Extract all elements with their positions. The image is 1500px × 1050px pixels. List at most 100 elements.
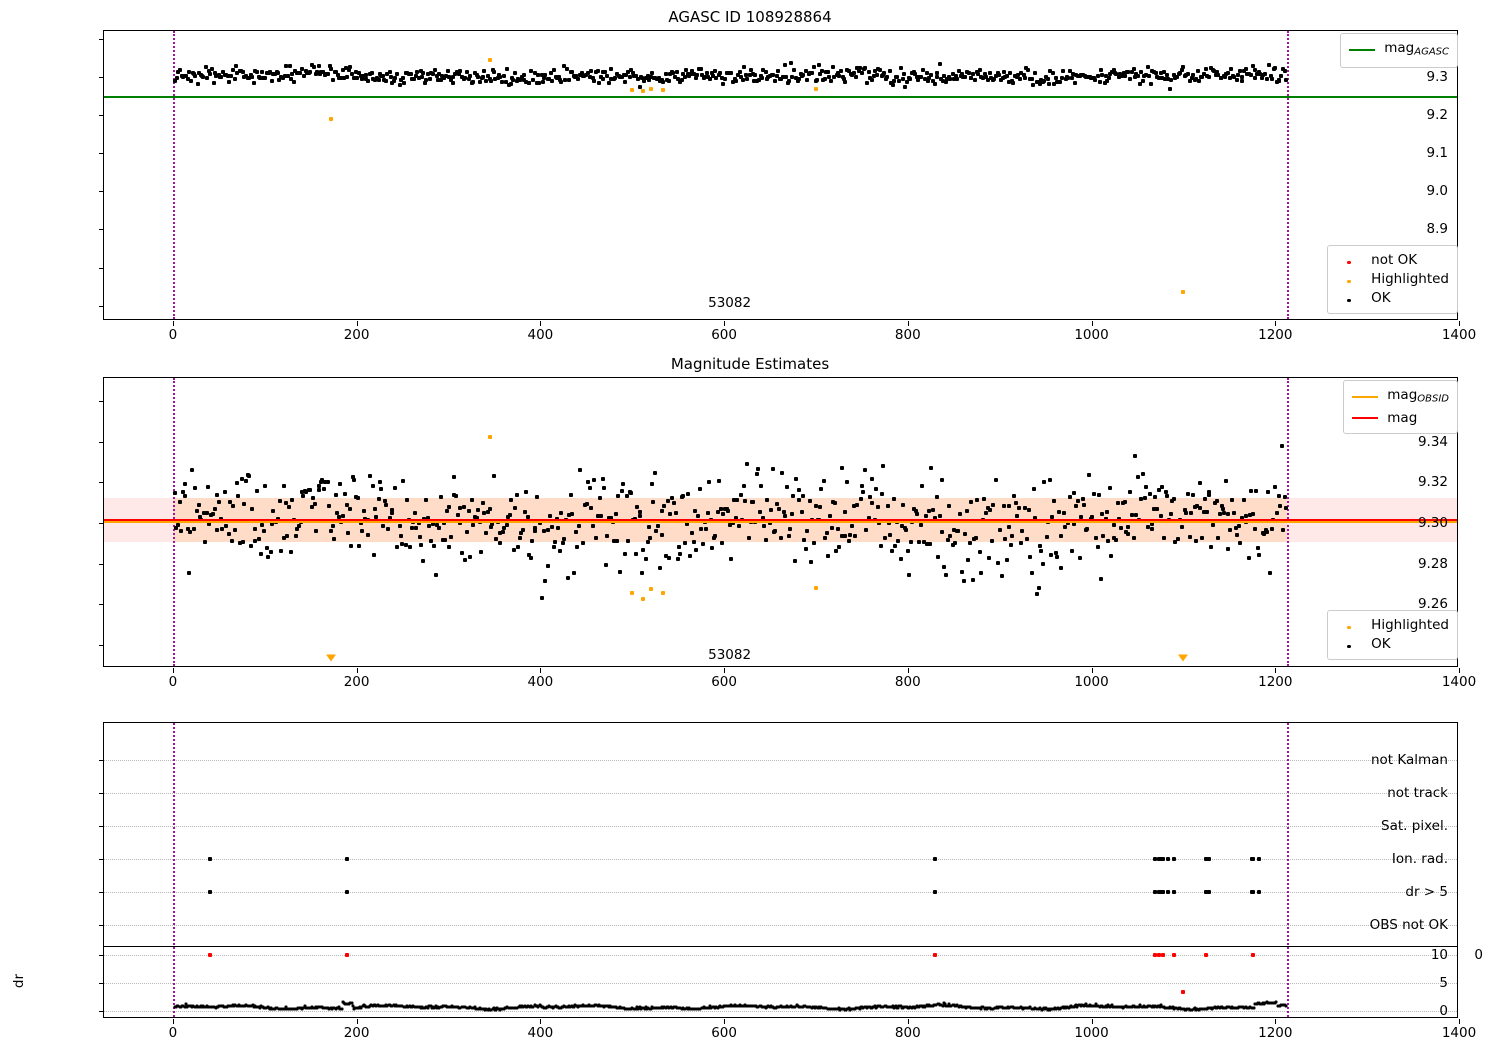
data-point-ok (958, 74, 963, 79)
category-tick-mark (99, 892, 104, 893)
y-tick-label: 9.1 (1426, 145, 1448, 162)
panel2-legend-lines[interactable]: magOBSID mag (1343, 380, 1458, 434)
data-point-ok (201, 510, 206, 515)
data-point-ok (727, 523, 732, 527)
data-point-ok (408, 71, 413, 76)
data-point-ok (898, 556, 903, 561)
category-tick-mark (99, 793, 104, 794)
data-point-ok (1009, 79, 1014, 84)
dr-trace-point (941, 1004, 945, 1008)
data-point-ok (401, 478, 406, 483)
x-tick-label: 0 (168, 1025, 178, 1041)
data-point-ok (401, 81, 406, 86)
data-point-ok (343, 492, 348, 497)
data-point-ok (175, 70, 180, 75)
panel2-legend-markers[interactable]: Highlighted OK (1327, 610, 1458, 660)
panel1-legend-lines[interactable]: magAGASC (1340, 33, 1458, 68)
data-point-ok (431, 71, 436, 76)
data-point-ok (966, 71, 971, 76)
data-point-ok (616, 493, 621, 498)
data-point-ok (864, 80, 869, 85)
data-point-ok (921, 68, 926, 73)
data-point-ok (1133, 453, 1137, 458)
data-point-ok (429, 539, 434, 544)
dr-trace-point (1138, 1003, 1142, 1007)
data-point-ok (1048, 553, 1053, 557)
data-point-ok (620, 481, 625, 486)
legend-label: magOBSID (1387, 387, 1449, 405)
data-point-ok (668, 511, 673, 516)
data-point-ok (1145, 65, 1150, 70)
data-point-ok (553, 540, 557, 544)
legend-entry: magAGASC (1349, 39, 1449, 62)
data-point-ok (934, 495, 939, 500)
data-point-ok (818, 505, 822, 509)
data-point-ok (1165, 72, 1170, 77)
data-point-ok (220, 526, 225, 531)
data-point-ok (686, 492, 691, 497)
data-point-ok (275, 71, 280, 76)
data-point-ok (314, 69, 319, 74)
legend-label: magAGASC (1384, 40, 1449, 58)
data-point-ok (1227, 76, 1232, 80)
data-point-ok (285, 74, 290, 79)
panel1-legend-markers[interactable]: not OK Highlighted OK (1327, 245, 1458, 314)
data-point-ok (355, 76, 360, 80)
data-point-ok (191, 71, 196, 76)
data-point-ok (847, 69, 852, 74)
data-point-ok (368, 473, 373, 478)
data-point-ok (320, 478, 325, 483)
data-point-ok (984, 74, 989, 79)
x-tick-label: 800 (894, 674, 921, 690)
data-point-ok (923, 514, 928, 519)
dr-trace-point (1093, 1004, 1097, 1008)
dr-trace-point (1075, 1005, 1079, 1009)
data-point-ok (893, 543, 898, 548)
flag-marker-ion-rad (1207, 857, 1212, 861)
data-point-ok (714, 76, 719, 81)
data-point-ok (967, 540, 972, 545)
data-point-ok (1222, 74, 1227, 79)
data-point-ok (592, 478, 597, 483)
data-point-ok (294, 534, 298, 539)
data-point-ok (734, 78, 739, 83)
data-point-ok (262, 75, 267, 80)
category-label: not Kalman (1370, 752, 1448, 768)
data-point-ok (206, 68, 211, 73)
data-point-not-ok (207, 953, 212, 957)
data-point-ok (991, 502, 996, 507)
data-point-ok (439, 78, 444, 83)
data-point-ok (900, 503, 905, 508)
data-point-ok (879, 543, 884, 548)
data-point-ok (330, 524, 335, 528)
data-point-ok (247, 76, 252, 80)
data-point-ok (948, 534, 953, 539)
data-point-ok (423, 498, 428, 503)
data-point-ok (1175, 537, 1180, 542)
data-point-ok (923, 77, 928, 81)
data-point-ok (918, 523, 923, 527)
dr-trace-point (492, 1006, 496, 1010)
dr-trace-point (946, 1004, 949, 1008)
legend-dot-swatch (1336, 251, 1362, 270)
data-point-ok (551, 68, 556, 72)
data-point-ok (421, 559, 426, 564)
data-point-ok (758, 73, 763, 78)
data-point-ok (457, 72, 462, 77)
dr-tick-label: 0 (1439, 1003, 1448, 1019)
data-point-ok (1058, 566, 1063, 570)
data-point-ok (1138, 70, 1143, 75)
data-point-ok (409, 525, 414, 530)
data-point-ok (1166, 77, 1170, 81)
data-point-ok (397, 524, 402, 528)
data-point-ok (579, 70, 584, 75)
data-point-highlighted (813, 585, 818, 590)
data-point-ok (263, 484, 268, 489)
data-point-ok (782, 513, 787, 518)
data-point-ok (419, 543, 424, 548)
data-point-ok (1019, 541, 1024, 546)
dr-trace-point (899, 1004, 902, 1008)
data-point-ok (663, 72, 668, 77)
data-point-ok (1222, 511, 1227, 515)
data-point-ok (966, 558, 971, 563)
